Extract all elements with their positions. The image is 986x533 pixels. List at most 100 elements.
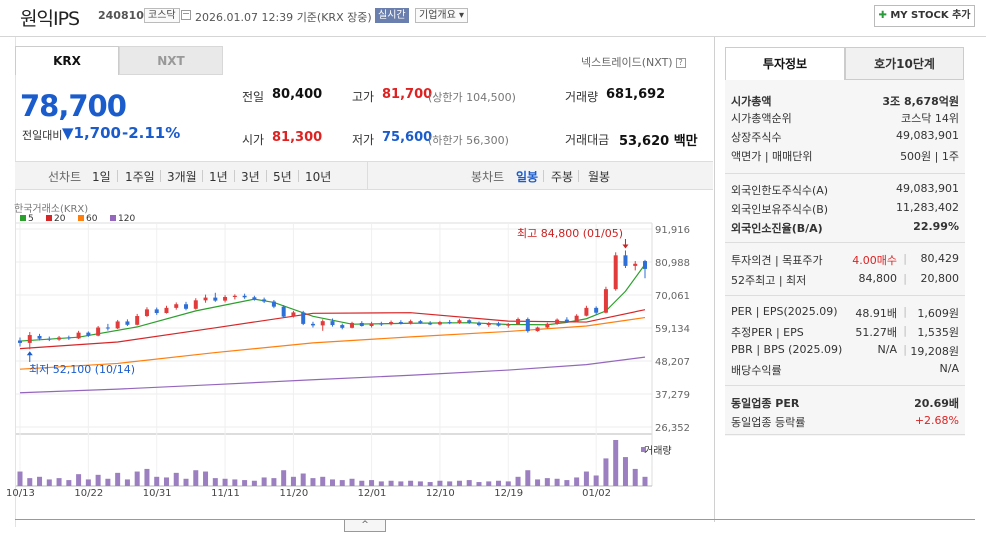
candle-body (398, 322, 403, 324)
volume-bar (134, 471, 140, 486)
tab-investment-info[interactable]: 투자정보 (725, 47, 845, 80)
tab-nxt[interactable]: NXT (119, 46, 223, 75)
axis-labels: 91,916 80,988 70,061 59,134 48,207 37,279 26,3… (6, 225, 690, 499)
candle-body (96, 327, 101, 336)
value-divider: | (903, 272, 907, 285)
info-row-value-left: 84,800 (858, 272, 898, 285)
candles (18, 250, 647, 350)
help-icon[interactable]: ? (675, 58, 686, 68)
volume-bar (124, 479, 130, 486)
volume-bar (17, 471, 23, 486)
volume-bar (76, 474, 82, 486)
x-tick-label: 01/02 (582, 488, 611, 499)
nextrade-link[interactable]: 넥스트레이드(NXT)? (581, 54, 686, 70)
info-row-value: 20,800 (920, 272, 960, 285)
stock-code: 240810 (98, 9, 144, 22)
info-row-label: PER | EPS(2025.09) (731, 305, 838, 318)
x-tick-label: 10/22 (74, 488, 103, 499)
tab-daily[interactable]: 일봉 (516, 170, 539, 184)
info-row: 시가총액순위 코스닥 14위 (731, 110, 959, 126)
y-tick-label: 91,916 (655, 225, 690, 236)
info-row-label: 시가총액순위 (731, 112, 792, 125)
info-row-value-left: 4.00매수 (852, 254, 897, 267)
high-annotation: 최고 84,800 (01/05) (517, 227, 623, 240)
left-border (15, 37, 16, 527)
candle-body (623, 255, 628, 266)
candlestick-chart[interactable]: 한국거래소(KRX) 5 20 60 120 최고 84,800 (01/05) 최저… (0, 196, 714, 518)
volume-bar (564, 480, 570, 486)
ma-legend-label: 5 (28, 214, 34, 224)
tab-period-3y[interactable]: 3년 (241, 170, 260, 184)
add-my-stock-button[interactable]: ✚ MY STOCK 추가 (874, 5, 975, 27)
volume-bar (85, 479, 91, 486)
tab-weekly[interactable]: 주봉 (551, 170, 574, 184)
tab-period-10y[interactable]: 10년 (305, 170, 332, 184)
volume-bar (212, 478, 218, 486)
candle-body (535, 327, 540, 332)
candle-body (105, 327, 110, 329)
value-divider: | (903, 343, 907, 356)
market-tag: 코스닥 (144, 8, 180, 23)
tab-period-1w[interactable]: 1주일 (125, 170, 155, 184)
info-row: 동일업종 PER 20.69배 (731, 395, 959, 411)
calendar-icon (181, 10, 191, 20)
volume-bar (203, 471, 209, 486)
candle-body (135, 316, 140, 325)
x-tick-label: 12/19 (494, 488, 523, 499)
volume-bar (261, 477, 267, 486)
tabbar-divider (367, 161, 368, 190)
separator (266, 170, 267, 182)
x-tick-label: 11/11 (211, 488, 240, 499)
candle-body (359, 322, 364, 326)
info-row-label: 시가총액 (731, 95, 772, 108)
ma-20-line (19, 309, 646, 350)
chart-annotations: 최고 84,800 (01/05) 최저 52,100 (10/14) 거래량 (26, 227, 672, 457)
ma-legend-label: 20 (54, 214, 66, 224)
tab-period-1d[interactable]: 1일 (92, 170, 111, 184)
amount-label: 거래대금 (565, 133, 610, 147)
volume-bar (515, 476, 521, 486)
expand-button[interactable]: ^ (344, 520, 386, 532)
candle-body (125, 321, 130, 325)
volume-bar (632, 468, 638, 486)
volume-bar (486, 481, 492, 486)
tab-period-1y[interactable]: 1년 (209, 170, 228, 184)
volume-bar (554, 478, 560, 486)
prev-close-label: 전일 (242, 90, 265, 104)
y-tick-label: 26,352 (655, 423, 690, 434)
volume-bar (642, 476, 648, 486)
candle-chart-label: 봉차트 (471, 170, 505, 184)
company-overview-button[interactable]: 기업개요 ▾ (415, 8, 468, 23)
volume-bar (154, 476, 160, 486)
volume-bar (613, 440, 619, 486)
candle-body (437, 322, 442, 325)
candle-body (643, 261, 647, 269)
volume-bar (574, 477, 580, 486)
volume-bar (193, 470, 199, 486)
info-row-value: 49,083,901 (896, 129, 959, 142)
candle-body (603, 289, 608, 313)
tab-krx[interactable]: KRX (15, 46, 119, 75)
volume-bar (330, 479, 335, 486)
tab-period-3m[interactable]: 3개월 (167, 170, 197, 184)
open-label: 시가 (242, 133, 265, 147)
candle-body (193, 300, 198, 309)
candle-body (457, 320, 462, 323)
info-row-value: 3조 8,678억원 (882, 95, 959, 108)
tab-monthly[interactable]: 월봉 (588, 170, 611, 184)
volume-bar (56, 478, 62, 486)
info-row-value: 19,208원 (910, 345, 959, 358)
info-row-value-left: 51.27배 (855, 326, 897, 339)
candle-body (330, 321, 335, 326)
tab-order-book[interactable]: 호가10단계 (845, 47, 964, 80)
volume-bar (163, 477, 169, 486)
volume-bar (593, 475, 599, 486)
volume-bar (222, 478, 228, 486)
tab-period-5y[interactable]: 5년 (273, 170, 292, 184)
value-divider: | (903, 305, 907, 318)
separator (298, 170, 299, 182)
volume-value: 681,692 (606, 87, 666, 102)
lower-limit: (하한가 56,300) (428, 134, 509, 147)
info-row-value: 500원 | 1주 (900, 150, 959, 163)
candle-body (154, 309, 159, 314)
